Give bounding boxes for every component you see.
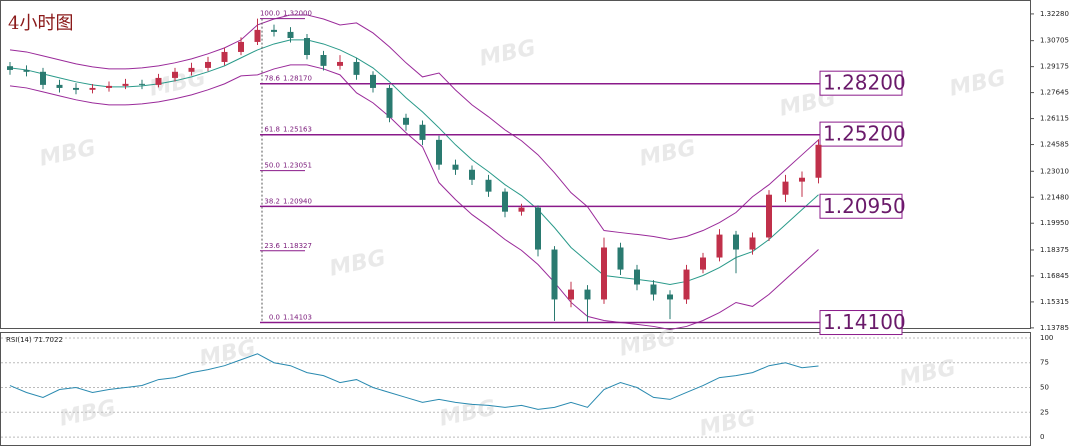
candle-body <box>815 144 822 178</box>
y-tick-label: 1.27645 <box>1040 89 1069 97</box>
rsi-panel <box>0 332 1031 446</box>
fib-price: 1.18327 <box>283 242 312 250</box>
candle-body <box>683 269 690 300</box>
rsi-tick-label: 50 <box>1040 384 1049 392</box>
candle-body <box>650 284 657 295</box>
candle-body <box>287 31 294 39</box>
rsi-tick-label: 75 <box>1040 359 1049 367</box>
rsi-line <box>9 353 819 410</box>
plot: 1.32280 1.30705 1.29175 1.27645 1.26115 1.245… <box>1 10 1069 441</box>
candle-body <box>749 237 756 250</box>
candle-body <box>386 87 393 118</box>
candle-body <box>568 289 574 300</box>
candle-body <box>122 83 129 86</box>
candle-body <box>205 61 211 68</box>
fib-level: 50.0 <box>264 162 280 170</box>
candle-body <box>700 257 706 270</box>
y-tick-label: 1.19950 <box>1040 219 1069 227</box>
candle-body <box>716 234 723 258</box>
candle-body <box>320 55 327 66</box>
fib-price: 1.25163 <box>283 126 312 134</box>
candle-body <box>584 289 591 300</box>
y-tick-label: 1.29175 <box>1040 63 1069 71</box>
candle-body <box>535 207 541 250</box>
candle-body <box>419 124 426 140</box>
candle-body <box>23 69 30 72</box>
candle-body <box>617 247 624 270</box>
target-box <box>819 70 903 96</box>
candle-body <box>452 164 459 170</box>
fib-level: 78.6 <box>264 75 280 83</box>
fib-price: 1.28170 <box>283 75 312 83</box>
y-tick-label: 1.32280 <box>1040 10 1069 18</box>
fib-level: 23.6 <box>264 242 280 250</box>
y-tick-label: 1.30705 <box>1040 37 1069 45</box>
fib-price: 1.32000 <box>283 10 312 18</box>
fib-level: 0.0 <box>269 313 280 321</box>
candle-body <box>172 71 178 78</box>
fib-price: 1.20940 <box>283 197 312 205</box>
target-label: 1.20950 <box>823 194 906 218</box>
candle-body <box>56 84 63 88</box>
y-tick-label: 1.13785 <box>1040 324 1069 332</box>
rsi-tick-label: 100 <box>1040 334 1053 342</box>
candle-body <box>799 177 805 182</box>
candle-body <box>89 87 96 90</box>
chart-title: 4小时图 <box>8 13 73 34</box>
target-box <box>819 310 903 336</box>
rsi-label: RSI(14) 71.7022 <box>6 336 63 344</box>
candle-body <box>304 38 310 55</box>
candle-body <box>551 249 558 300</box>
candle-body <box>221 51 228 62</box>
y-tick-label: 1.16845 <box>1040 272 1069 280</box>
rsi-tick-label: 25 <box>1040 408 1049 416</box>
candle-body <box>238 41 244 52</box>
y-tick-label: 1.24585 <box>1040 141 1069 149</box>
y-tick-label: 1.23010 <box>1040 167 1069 175</box>
y-tick-label: 1.15315 <box>1040 298 1069 306</box>
target-label: 1.28200 <box>823 71 906 95</box>
candle-body <box>40 71 46 85</box>
y-tick-label: 1.26115 <box>1040 115 1069 123</box>
candle-body <box>733 234 739 250</box>
candle-body <box>7 66 13 70</box>
fib-level: 100.0 <box>260 10 280 18</box>
y-tick-label: 1.21480 <box>1040 193 1069 201</box>
fib-level: 61.8 <box>264 126 280 134</box>
candle-body <box>73 87 79 90</box>
candle-body <box>254 29 261 42</box>
candle-body <box>436 139 442 165</box>
candle-body <box>188 67 195 72</box>
candle-body <box>155 77 162 85</box>
candle-body <box>485 179 492 192</box>
candle-body <box>634 269 640 285</box>
target-label: 1.25200 <box>823 122 906 146</box>
candle-body <box>271 29 277 32</box>
band-upper <box>9 14 819 241</box>
candle-body <box>370 74 376 88</box>
candle-body <box>139 83 145 85</box>
rsi-tick-label: 0 <box>1040 433 1044 441</box>
candle-body <box>353 61 360 75</box>
candle-body <box>782 181 789 195</box>
candle-body <box>502 191 508 212</box>
target-box <box>819 121 903 147</box>
fib-price: 1.23051 <box>283 162 312 170</box>
fib-price: 1.14103 <box>283 313 312 321</box>
target-label: 1.14100 <box>823 310 906 334</box>
candle-body <box>667 294 673 300</box>
candle-body <box>766 194 772 238</box>
main-panel <box>0 0 1031 329</box>
fib-level: 38.2 <box>264 197 280 205</box>
candle-body <box>469 169 475 180</box>
candle-body <box>518 207 525 212</box>
y-tick-label: 1.18375 <box>1040 246 1069 254</box>
band-lower <box>9 64 819 330</box>
candle-body <box>106 85 112 88</box>
candle-body <box>337 61 343 66</box>
target-box <box>819 193 903 219</box>
candle-body <box>601 247 607 300</box>
candle-body <box>403 117 409 125</box>
